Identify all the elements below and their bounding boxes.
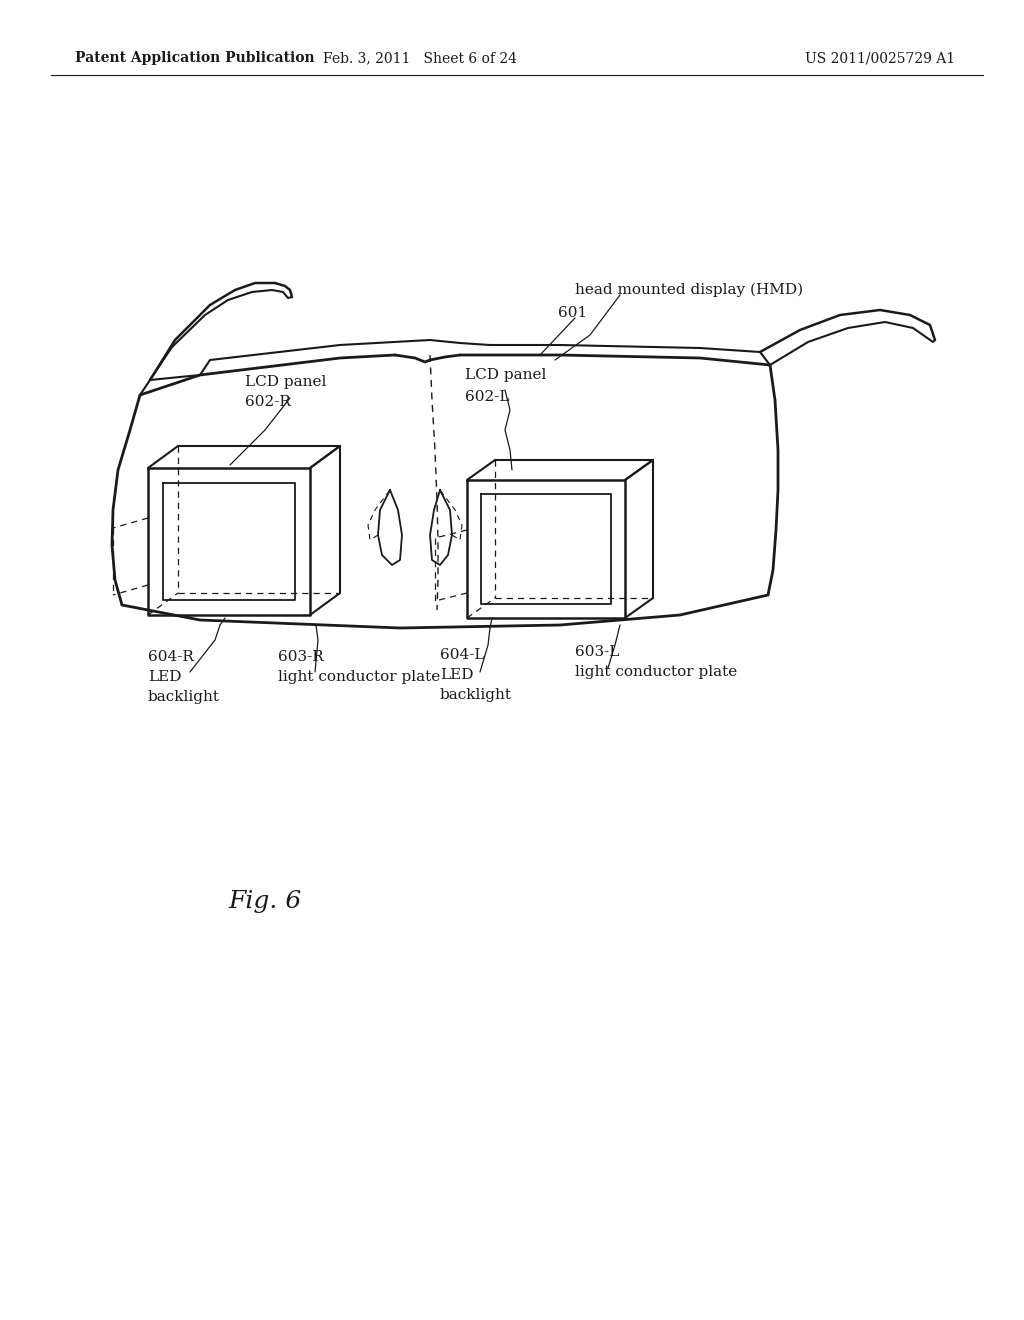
Text: LED: LED — [148, 671, 181, 684]
Text: Patent Application Publication: Patent Application Publication — [75, 51, 314, 65]
Text: backlight: backlight — [440, 688, 512, 702]
Text: head mounted display (HMD): head mounted display (HMD) — [575, 282, 803, 297]
Text: backlight: backlight — [148, 690, 220, 704]
Text: 602-R: 602-R — [245, 395, 291, 409]
Text: 603-L: 603-L — [575, 645, 620, 659]
Text: Fig. 6: Fig. 6 — [228, 890, 301, 913]
Text: 603-R: 603-R — [278, 649, 324, 664]
Text: LCD panel: LCD panel — [465, 368, 547, 381]
Text: 604-R: 604-R — [148, 649, 194, 664]
Text: 604-L: 604-L — [440, 648, 484, 663]
Text: US 2011/0025729 A1: US 2011/0025729 A1 — [805, 51, 955, 65]
Text: 602-L: 602-L — [465, 389, 510, 404]
Text: light conductor plate: light conductor plate — [278, 671, 440, 684]
Text: light conductor plate: light conductor plate — [575, 665, 737, 678]
Text: 601: 601 — [558, 306, 587, 319]
Text: Feb. 3, 2011   Sheet 6 of 24: Feb. 3, 2011 Sheet 6 of 24 — [323, 51, 517, 65]
Text: LED: LED — [440, 668, 473, 682]
Text: LCD panel: LCD panel — [245, 375, 327, 389]
